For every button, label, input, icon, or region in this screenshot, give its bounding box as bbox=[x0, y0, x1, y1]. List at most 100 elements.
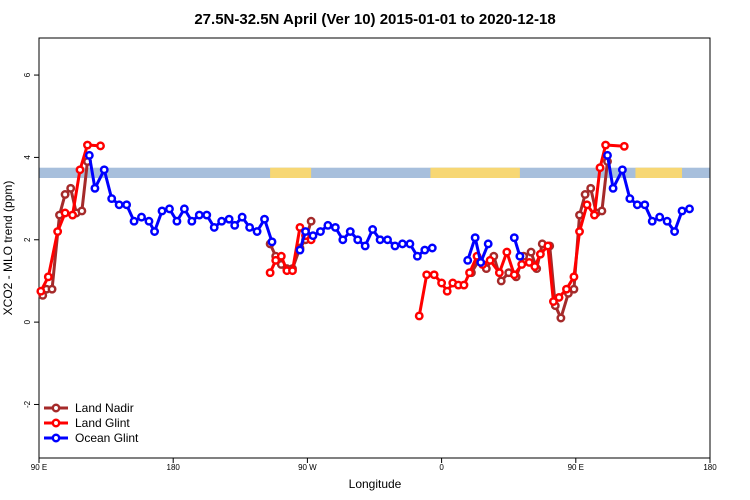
series-layer bbox=[36, 140, 694, 323]
data-point bbox=[172, 216, 182, 226]
data-point bbox=[569, 272, 579, 282]
data-point bbox=[53, 227, 63, 236]
data-point bbox=[375, 235, 385, 245]
data-point bbox=[99, 165, 109, 175]
data-point bbox=[66, 183, 76, 193]
data-point bbox=[632, 200, 642, 210]
data-point bbox=[276, 251, 286, 261]
y-axis-label: XCO2 - MLO trend (ppm) bbox=[1, 181, 15, 316]
data-point bbox=[617, 165, 627, 175]
data-point bbox=[601, 140, 611, 150]
data-point bbox=[77, 206, 87, 216]
data-point bbox=[245, 222, 255, 232]
x-tick-label: 180 bbox=[167, 463, 181, 472]
data-point bbox=[554, 292, 564, 302]
data-point bbox=[338, 235, 348, 245]
plot-frame bbox=[38, 37, 711, 459]
data-point bbox=[390, 241, 400, 251]
data-point bbox=[496, 276, 506, 286]
series-line bbox=[466, 236, 490, 264]
data-point bbox=[420, 245, 430, 255]
data-point bbox=[580, 190, 590, 199]
data-point bbox=[265, 268, 275, 278]
map-band-land bbox=[430, 167, 520, 178]
map-band bbox=[39, 167, 710, 178]
data-point bbox=[437, 278, 447, 288]
series-ocean-glint bbox=[84, 150, 694, 267]
data-point bbox=[308, 231, 318, 241]
data-point bbox=[165, 204, 174, 214]
data-point bbox=[43, 272, 53, 282]
data-point bbox=[36, 286, 46, 296]
map-band-ocean bbox=[39, 167, 710, 178]
data-point bbox=[315, 227, 325, 236]
legend-item: Land Glint bbox=[44, 416, 130, 430]
data-point bbox=[483, 239, 493, 249]
data-point bbox=[470, 233, 480, 243]
data-point bbox=[465, 268, 475, 278]
data-point bbox=[271, 255, 281, 265]
data-point bbox=[398, 239, 407, 249]
x-tick-label: 90 E bbox=[568, 463, 584, 472]
data-point bbox=[647, 216, 657, 226]
data-point bbox=[68, 210, 78, 220]
y-axis: -2 0 2 4 6 bbox=[23, 72, 39, 408]
data-point bbox=[530, 262, 540, 271]
y-tick-label: -2 bbox=[23, 400, 32, 408]
data-point bbox=[84, 150, 94, 160]
data-point bbox=[677, 206, 687, 216]
x-axis-label: Longitude bbox=[349, 477, 402, 491]
data-point bbox=[640, 200, 650, 210]
data-point bbox=[252, 227, 262, 236]
x-axis: 90 E 180 90 W 0 90 E 180 bbox=[31, 458, 717, 472]
data-point bbox=[383, 235, 392, 245]
data-point bbox=[625, 194, 635, 204]
data-point bbox=[670, 227, 680, 236]
y-tick-label: 0 bbox=[23, 319, 32, 324]
series-land-nadir bbox=[38, 157, 612, 323]
data-point bbox=[60, 190, 70, 199]
data-point bbox=[524, 257, 534, 267]
legend-swatch-marker bbox=[51, 403, 61, 413]
data-point bbox=[662, 216, 672, 226]
data-point bbox=[60, 208, 70, 218]
data-point bbox=[301, 227, 310, 236]
data-point bbox=[502, 247, 512, 257]
data-point bbox=[543, 241, 553, 251]
data-point bbox=[494, 268, 504, 278]
data-point bbox=[595, 163, 605, 173]
data-point bbox=[129, 216, 139, 226]
data-point bbox=[556, 313, 566, 323]
data-point bbox=[323, 220, 333, 230]
data-point bbox=[230, 220, 240, 230]
data-point bbox=[459, 280, 469, 290]
data-point bbox=[442, 286, 452, 296]
data-point bbox=[137, 212, 146, 222]
map-band-land bbox=[270, 167, 312, 178]
data-point bbox=[202, 210, 212, 220]
data-point bbox=[589, 210, 599, 220]
data-point bbox=[330, 222, 340, 232]
data-point bbox=[353, 235, 363, 245]
data-point bbox=[405, 239, 415, 249]
data-point bbox=[597, 206, 607, 216]
data-point bbox=[422, 270, 432, 280]
legend-swatch-marker bbox=[51, 433, 61, 443]
data-point bbox=[187, 216, 197, 226]
x-tick-label: 90 E bbox=[31, 463, 47, 472]
data-point bbox=[107, 194, 117, 204]
data-point bbox=[90, 183, 100, 193]
data-point bbox=[360, 241, 370, 251]
data-point bbox=[237, 212, 247, 222]
legend-item: Land Nadir bbox=[44, 401, 134, 415]
data-point bbox=[429, 270, 439, 280]
data-point bbox=[260, 214, 269, 224]
data-point bbox=[569, 284, 579, 294]
data-point bbox=[150, 227, 160, 236]
legend-item: Ocean Glint bbox=[44, 431, 139, 445]
data-point bbox=[414, 311, 424, 321]
data-point bbox=[427, 243, 437, 253]
legend-label: Land Glint bbox=[75, 416, 130, 430]
data-point bbox=[517, 260, 527, 269]
